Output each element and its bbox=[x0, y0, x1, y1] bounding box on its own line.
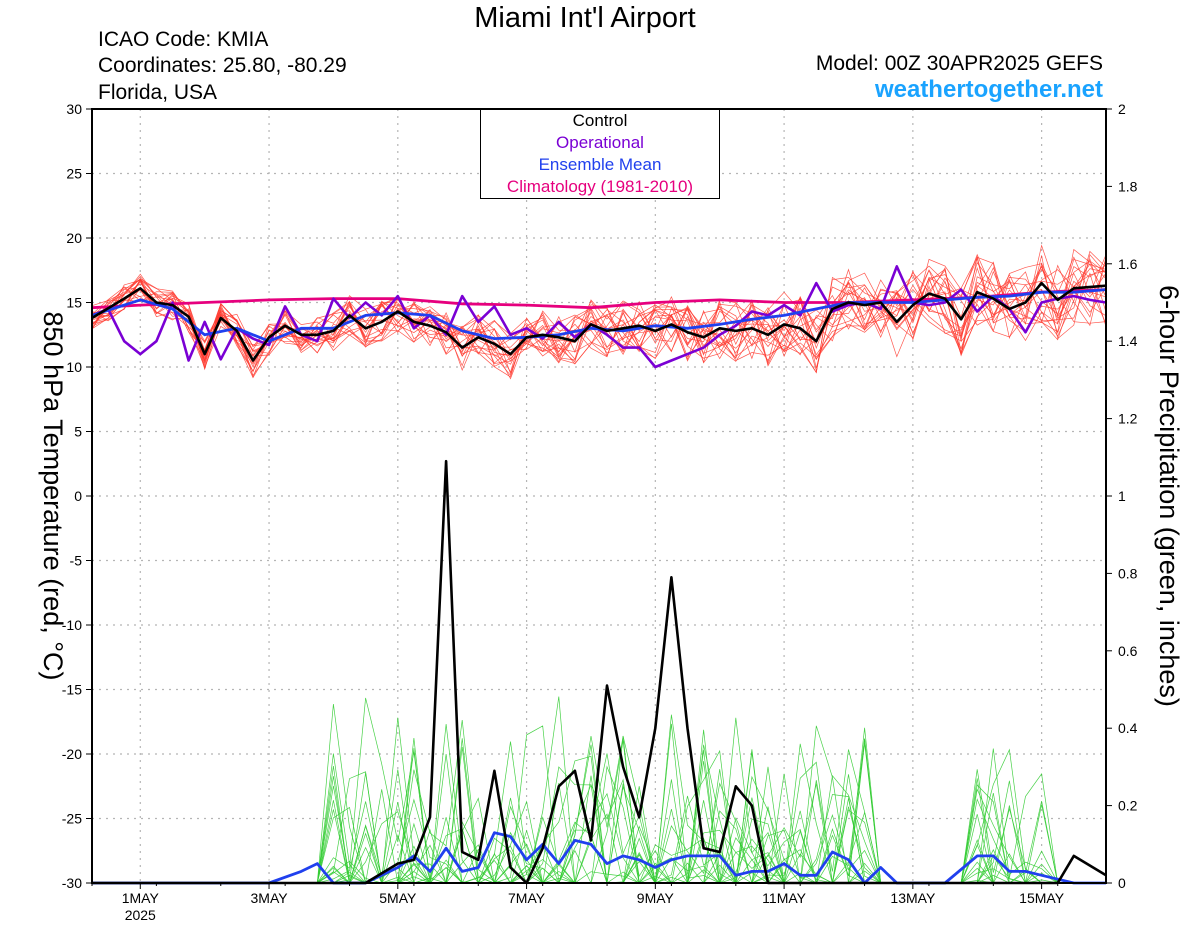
x-tick-label: 7MAY bbox=[508, 890, 546, 906]
model-run: Model: 00Z 30APR2025 GEFS bbox=[815, 52, 1103, 75]
coordinates: Coordinates: 25.80, -80.29 bbox=[98, 54, 347, 77]
control-precip-line bbox=[92, 459, 1107, 885]
y-left-tick-label: -25 bbox=[62, 811, 82, 827]
y-left-tick-label: 25 bbox=[66, 166, 82, 182]
icao-code: ICAO Code: KMIA bbox=[98, 28, 269, 51]
y-left-tick-label: 5 bbox=[74, 424, 82, 440]
x-tick-sublabel: 2025 bbox=[125, 907, 156, 923]
y-left-tick-label: -20 bbox=[62, 746, 82, 762]
y-left-tick-label: 15 bbox=[66, 295, 82, 311]
y-right-tick-label: 0.2 bbox=[1118, 798, 1138, 814]
legend-control: Control bbox=[572, 111, 628, 130]
chart-title: Miami Int'l Airport bbox=[474, 2, 696, 34]
y-left-tick-label: 0 bbox=[74, 488, 82, 504]
x-tick-label: 13MAY bbox=[890, 890, 936, 906]
y-right-tick-label: 1.8 bbox=[1118, 178, 1138, 194]
y-left-tick-label: -10 bbox=[62, 617, 82, 633]
climatology-temp-line bbox=[91, 288, 1107, 310]
y-left-tick-label: 30 bbox=[66, 101, 82, 117]
temp-member-line bbox=[91, 257, 1107, 361]
left-axis-label: 850 hPa Temperature (red, °C) bbox=[38, 312, 68, 681]
y-left-tick-label: -15 bbox=[62, 682, 82, 698]
x-tick-label: 9MAY bbox=[637, 890, 675, 906]
gridlines bbox=[92, 109, 1106, 883]
temp-member-line bbox=[91, 256, 1107, 368]
y-right-tick-label: 0 bbox=[1118, 875, 1126, 891]
x-tick-label: 1MAY bbox=[122, 890, 160, 906]
right-axis-label: 6-hour Precipitation (green, inches) bbox=[1154, 285, 1184, 707]
y-right-tick-label: 2 bbox=[1118, 101, 1126, 117]
y-right-tick-label: 1 bbox=[1118, 488, 1126, 504]
site-link[interactable]: weathertogether.net bbox=[874, 76, 1103, 103]
y-right-tick-label: 0.8 bbox=[1118, 565, 1138, 581]
y-left-tick-label: 10 bbox=[66, 359, 82, 375]
y-left-tick-label: -5 bbox=[70, 553, 83, 569]
legend-climatology: Climatology (1981-2010) bbox=[506, 177, 694, 196]
y-right-tick-label: 0.6 bbox=[1118, 643, 1138, 659]
ensemble-members bbox=[91, 244, 1107, 885]
axis-ticks: 302520151050-5-10-15-20-25-3021.81.61.41… bbox=[62, 101, 1138, 923]
y-right-tick-label: 1.2 bbox=[1118, 411, 1138, 427]
x-tick-label: 3MAY bbox=[251, 890, 289, 906]
legend-ensemble-mean: Ensemble Mean bbox=[538, 155, 662, 174]
legend-operational: Operational bbox=[556, 133, 644, 152]
legend: Control Operational Ensemble Mean Climat… bbox=[480, 109, 720, 199]
location: Florida, USA bbox=[98, 81, 218, 104]
y-right-tick-label: 1.4 bbox=[1118, 333, 1138, 349]
x-tick-label: 11MAY bbox=[762, 890, 806, 906]
y-right-tick-label: 0.4 bbox=[1118, 720, 1138, 736]
x-tick-label: 5MAY bbox=[379, 890, 417, 906]
y-right-tick-label: 1.6 bbox=[1118, 256, 1138, 272]
temp-member-line bbox=[91, 266, 1107, 373]
y-left-tick-label: 20 bbox=[66, 230, 82, 246]
y-left-tick-label: -30 bbox=[62, 875, 82, 891]
control-temp-line bbox=[91, 281, 1107, 362]
temp-member-line bbox=[91, 254, 1107, 371]
x-tick-label: 15MAY bbox=[1019, 890, 1065, 906]
